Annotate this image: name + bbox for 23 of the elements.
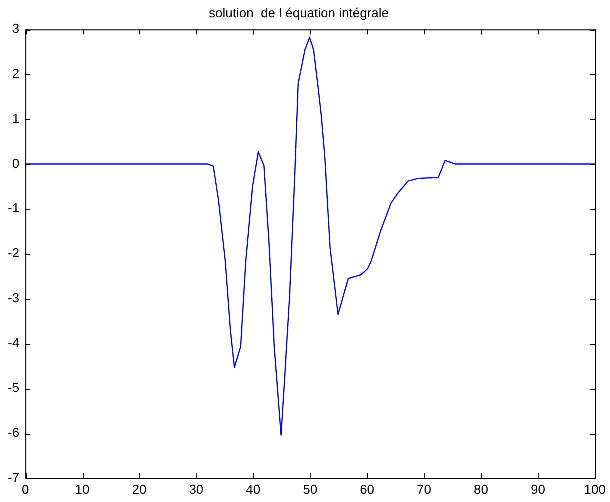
y-tick-label: -7 [8,470,20,485]
y-tick-label: 1 [12,110,20,126]
x-tick-label: 90 [530,482,546,497]
y-tick-label: 2 [12,66,20,82]
chart-title: solution de l équation intégrale [209,5,389,20]
y-tick-label: -1 [8,200,20,216]
y-tick-label: 0 [12,156,20,171]
x-tick-label: 30 [189,482,204,497]
y-tick-label: -3 [8,290,20,306]
x-tick-label: 20 [132,482,147,497]
x-tick-label: 50 [303,482,318,497]
x-tick-label: 10 [75,482,90,497]
y-tick-label: 3 [12,21,20,36]
x-tick-label: 80 [474,482,488,497]
x-tick-label: 40 [246,482,261,497]
y-tick-label: -4 [8,335,20,350]
x-tick-label: 100 [584,482,606,497]
x-tick-label: 70 [417,482,432,497]
y-tick-label: -6 [8,425,20,440]
y-tick-label: -2 [8,246,20,261]
x-tick-label: 0 [22,482,30,497]
y-tick-label: -5 [8,380,20,396]
x-tick-label: 60 [360,482,375,497]
